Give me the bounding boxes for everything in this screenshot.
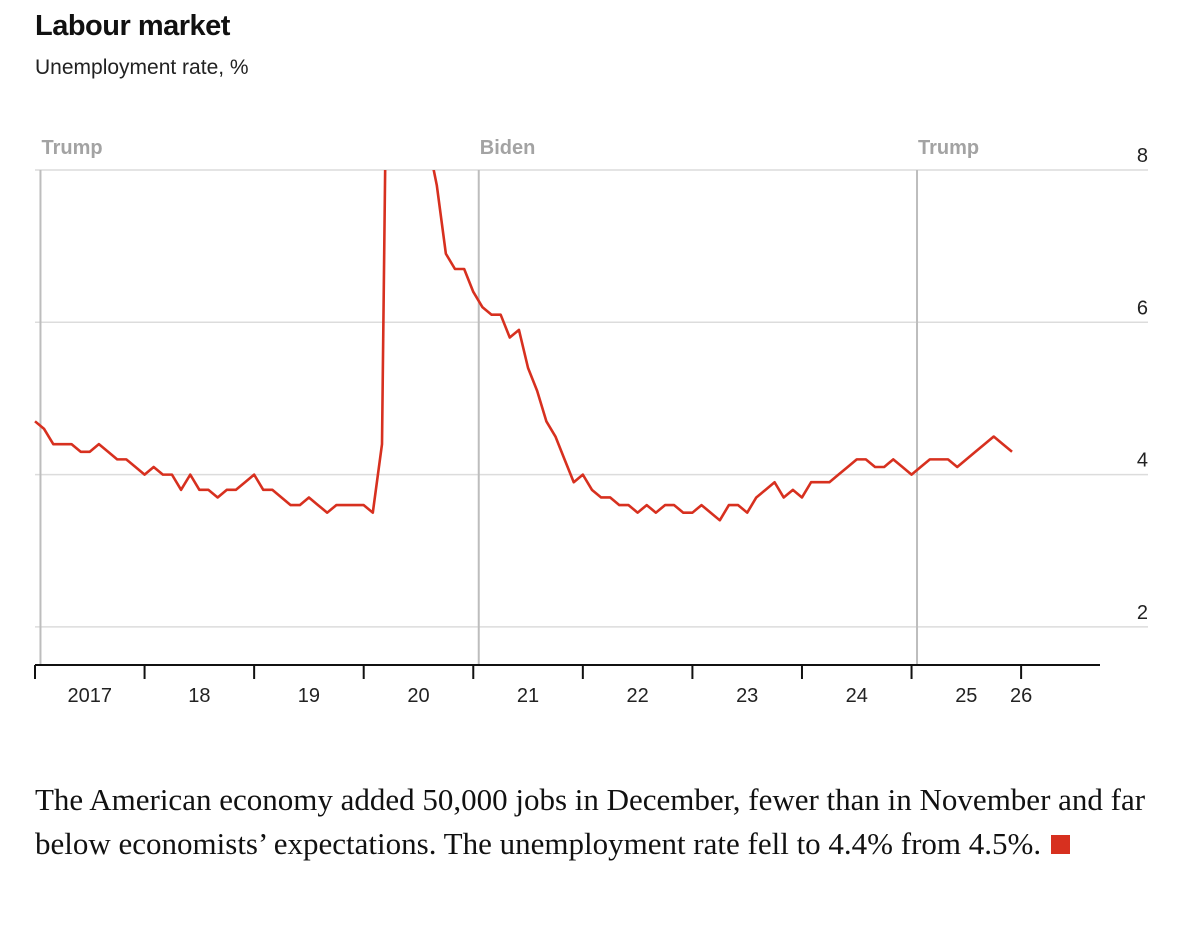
annotation-label: Trump (918, 137, 979, 159)
end-mark (1051, 835, 1071, 854)
data-line (34, 170, 1013, 522)
x-tick-label: 25 (955, 685, 977, 707)
x-tick-label: 21 (517, 685, 539, 707)
x-tick-label: 26 (1010, 685, 1032, 707)
x-tick-label: 2017 (68, 685, 113, 707)
caption-text: The American economy added 50,000 jobs i… (35, 782, 1146, 861)
x-tick-label: 24 (846, 685, 868, 707)
x-tick-label: 23 (736, 685, 758, 707)
caption: The American economy added 50,000 jobs i… (35, 778, 1160, 866)
annotation-label: Trump (41, 137, 102, 159)
y-tick-label: 8 (1137, 145, 1148, 167)
chart-title: Labour market (35, 10, 230, 42)
x-tick-label: 19 (298, 685, 320, 707)
chart-subtitle: Unemployment rate, % (35, 56, 249, 79)
annotation-label: Biden (480, 137, 536, 159)
y-tick-label: 2 (1137, 602, 1148, 624)
x-tick-label: 20 (407, 685, 429, 707)
y-tick-label: 6 (1137, 297, 1148, 319)
plot-area (34, 170, 1013, 522)
x-tick-label: 18 (188, 685, 210, 707)
x-tick-label: 22 (626, 685, 648, 707)
y-tick-label: 4 (1137, 450, 1148, 472)
